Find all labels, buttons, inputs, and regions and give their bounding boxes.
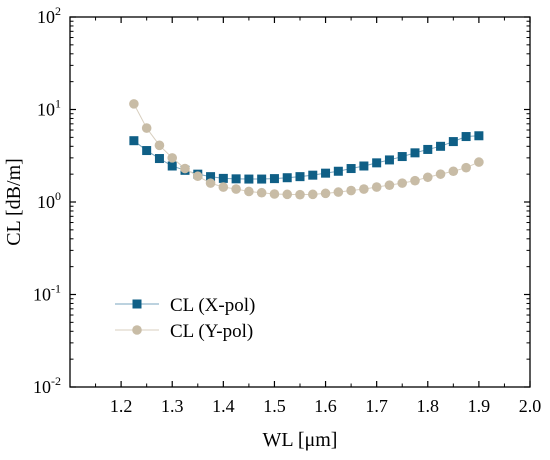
- y-tick-label: 102: [37, 4, 61, 27]
- data-point-x-pol: [257, 174, 267, 184]
- data-point-y-pol: [410, 175, 420, 186]
- data-point-y-pol: [154, 140, 165, 151]
- data-point-x-pol: [154, 154, 164, 164]
- data-point-y-pol: [192, 171, 203, 182]
- data-point-x-pol: [269, 174, 279, 184]
- x-tick-label: 1.9: [468, 396, 491, 416]
- data-point-y-pol: [129, 99, 139, 109]
- data-point-x-pol: [333, 166, 343, 176]
- legend-marker-x-pol: [132, 299, 142, 309]
- data-point-y-pol: [422, 172, 433, 183]
- x-axis-label: WL [μm]: [263, 429, 338, 451]
- series-line-y-pol: [133, 103, 480, 196]
- data-point-x-pol: [410, 148, 420, 158]
- data-point-x-pol: [167, 161, 177, 171]
- series-layer: [129, 99, 484, 200]
- y-tick-label: 10-1: [33, 282, 61, 305]
- data-point-x-pol: [372, 158, 382, 168]
- x-tick-label: 1.2: [110, 396, 133, 416]
- x-tick-label: 1.7: [365, 396, 388, 416]
- legend-label-y-pol: CL (Y-pol): [170, 321, 253, 342]
- data-point-y-pol: [435, 169, 446, 179]
- data-point-x-pol: [384, 155, 394, 165]
- data-point-y-pol: [167, 153, 178, 163]
- y-tick-exponent: -2: [51, 374, 61, 388]
- y-tick-exponent: 0: [55, 189, 61, 203]
- data-point-x-pol: [308, 170, 318, 180]
- data-point-x-pol: [282, 173, 292, 183]
- data-point-y-pol: [474, 157, 484, 167]
- data-point-y-pol: [244, 186, 254, 197]
- data-point-y-pol: [371, 182, 382, 192]
- data-point-x-pol: [295, 172, 305, 182]
- data-point-x-pol: [359, 161, 369, 171]
- data-point-x-pol: [321, 168, 331, 178]
- data-point-x-pol: [448, 137, 458, 147]
- data-point-y-pol: [282, 189, 293, 200]
- data-point-x-pol: [436, 141, 446, 151]
- x-tick-label: 1.8: [417, 396, 440, 416]
- data-point-y-pol: [359, 184, 369, 194]
- data-point-x-pol: [231, 174, 241, 184]
- data-point-x-pol: [397, 152, 407, 162]
- x-tick-label: 1.6: [314, 396, 337, 416]
- y-axis-label: CL [dB/m]: [3, 158, 25, 246]
- y-tick-exponent: 2: [55, 4, 61, 18]
- data-point-x-pol: [244, 174, 254, 184]
- data-point-y-pol: [397, 178, 408, 188]
- data-point-x-pol: [206, 172, 216, 182]
- ticks-layer: 1.2 1.3 1.4 1.5 1.6 1.7 1.8 1.9 2.010-210-110010…: [33, 4, 541, 416]
- y-tick-exponent: 1: [55, 97, 61, 111]
- y-tick-exponent: -1: [51, 282, 61, 296]
- legend-label-x-pol: CL (X-pol): [170, 295, 255, 316]
- x-tick-label: 2.0: [519, 396, 542, 416]
- data-point-x-pol: [129, 136, 139, 146]
- data-point-y-pol: [218, 182, 229, 192]
- y-tick-label: 101: [37, 97, 61, 120]
- y-tick-label: 100: [37, 189, 61, 212]
- x-tick-label: 1.4: [212, 396, 235, 416]
- data-point-x-pol: [474, 131, 484, 141]
- data-point-y-pol: [448, 166, 459, 177]
- data-point-y-pol: [231, 184, 241, 194]
- data-point-x-pol: [423, 144, 433, 154]
- x-tick-label: 1.3: [161, 396, 184, 416]
- data-point-y-pol: [141, 123, 152, 133]
- data-point-y-pol: [256, 187, 267, 198]
- legend-marker-y-pol: [132, 325, 142, 335]
- data-point-y-pol: [180, 163, 190, 174]
- data-point-x-pol: [461, 132, 471, 142]
- y-tick-label: 10-2: [33, 374, 61, 397]
- data-point-y-pol: [295, 189, 305, 200]
- x-tick-label: 1.5: [263, 396, 286, 416]
- data-point-y-pol: [205, 178, 216, 188]
- data-point-y-pol: [384, 180, 395, 190]
- data-point-y-pol: [320, 188, 331, 199]
- data-point-y-pol: [346, 185, 356, 196]
- legend: CL (X-pol) CL (Y-pol): [115, 295, 255, 342]
- data-point-y-pol: [461, 162, 471, 173]
- data-point-y-pol: [269, 189, 280, 199]
- data-point-x-pol: [218, 173, 228, 183]
- data-point-y-pol: [307, 189, 318, 200]
- data-point-x-pol: [346, 164, 356, 174]
- data-point-x-pol: [142, 146, 152, 156]
- data-point-y-pol: [333, 187, 344, 197]
